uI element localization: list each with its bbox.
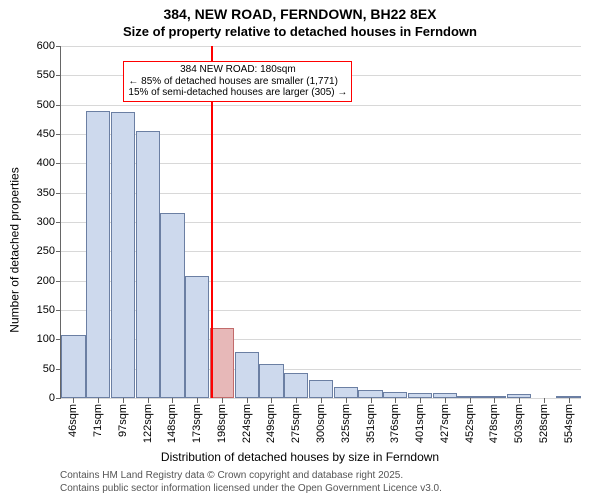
annotation-line-1: ← 85% of detached houses are smaller (1,… (128, 76, 347, 88)
x-tick-mark (222, 398, 223, 403)
x-tick-label: 528sqm (538, 404, 550, 443)
x-tick-label: 122sqm (142, 404, 154, 443)
x-tick-label: 376sqm (389, 404, 401, 443)
histogram-bar (136, 131, 160, 398)
histogram-bar (334, 387, 358, 398)
x-tick-mark (519, 398, 520, 403)
x-tick-label: 173sqm (191, 404, 203, 443)
chart-title: 384, NEW ROAD, FERNDOWN, BH22 8EX (0, 6, 600, 22)
x-tick-mark (197, 398, 198, 403)
x-tick-label: 427sqm (439, 404, 451, 443)
y-tick-label: 50 (43, 363, 61, 375)
histogram-bar (185, 276, 209, 398)
x-tick-label: 148sqm (166, 404, 178, 443)
annotation-line-2: 15% of semi-detached houses are larger (… (128, 87, 347, 99)
x-tick-mark (148, 398, 149, 403)
x-tick-mark (271, 398, 272, 403)
x-tick-mark (371, 398, 372, 403)
x-tick-mark (470, 398, 471, 403)
x-tick-label: 249sqm (265, 404, 277, 443)
histogram-bar (61, 335, 85, 398)
x-tick-mark (569, 398, 570, 403)
y-tick-label: 400 (37, 157, 61, 169)
x-tick-mark (445, 398, 446, 403)
x-tick-label: 554sqm (563, 404, 575, 443)
x-tick-mark (123, 398, 124, 403)
x-tick-mark (346, 398, 347, 403)
x-tick-label: 401sqm (414, 404, 426, 443)
x-tick-mark (296, 398, 297, 403)
x-tick-label: 452sqm (464, 404, 476, 443)
x-axis-label: Distribution of detached houses by size … (0, 450, 600, 464)
x-tick-label: 478sqm (488, 404, 500, 443)
chart-root: 384, NEW ROAD, FERNDOWN, BH22 8EX Size o… (0, 0, 600, 500)
histogram-bar (309, 380, 333, 398)
y-tick-label: 300 (37, 216, 61, 228)
footnote-1: Contains HM Land Registry data © Crown c… (60, 470, 403, 481)
y-tick-label: 150 (37, 304, 61, 316)
x-tick-label: 503sqm (513, 404, 525, 443)
y-tick-label: 0 (49, 392, 61, 404)
histogram-bar (86, 111, 110, 398)
y-tick-label: 500 (37, 99, 61, 111)
x-tick-mark (247, 398, 248, 403)
x-tick-label: 198sqm (216, 404, 228, 443)
annotation-box: 384 NEW ROAD: 180sqm← 85% of detached ho… (123, 61, 352, 102)
y-tick-label: 250 (37, 245, 61, 257)
x-tick-mark (494, 398, 495, 403)
x-tick-mark (420, 398, 421, 403)
gridline-h (61, 46, 581, 47)
x-tick-label: 46sqm (67, 404, 79, 437)
x-tick-label: 275sqm (290, 404, 302, 443)
histogram-bar (111, 112, 135, 398)
x-tick-mark (544, 398, 545, 403)
x-tick-label: 97sqm (117, 404, 129, 437)
histogram-bar (284, 373, 308, 398)
y-tick-label: 600 (37, 40, 61, 52)
annotation-title: 384 NEW ROAD: 180sqm (128, 64, 347, 76)
x-tick-label: 300sqm (315, 404, 327, 443)
chart-subtitle: Size of property relative to detached ho… (0, 24, 600, 39)
x-tick-label: 325sqm (340, 404, 352, 443)
y-tick-label: 100 (37, 333, 61, 345)
histogram-bar (259, 364, 283, 398)
y-axis-label: Number of detached properties (6, 0, 24, 500)
y-tick-label: 200 (37, 275, 61, 287)
y-tick-label: 550 (37, 69, 61, 81)
x-tick-mark (321, 398, 322, 403)
histogram-bar (160, 213, 184, 398)
plot-area: 05010015020025030035040045050055060046sq… (60, 46, 581, 399)
x-tick-label: 224sqm (241, 404, 253, 443)
x-tick-mark (172, 398, 173, 403)
y-tick-label: 350 (37, 187, 61, 199)
footnote-2: Contains public sector information licen… (60, 483, 442, 494)
histogram-bar (235, 352, 259, 398)
y-tick-label: 450 (37, 128, 61, 140)
x-tick-label: 351sqm (365, 404, 377, 443)
histogram-bar (358, 390, 382, 398)
x-tick-mark (98, 398, 99, 403)
x-tick-mark (395, 398, 396, 403)
gridline-h (61, 105, 581, 106)
histogram-bar (210, 328, 234, 398)
x-tick-label: 71sqm (92, 404, 104, 437)
x-tick-mark (73, 398, 74, 403)
